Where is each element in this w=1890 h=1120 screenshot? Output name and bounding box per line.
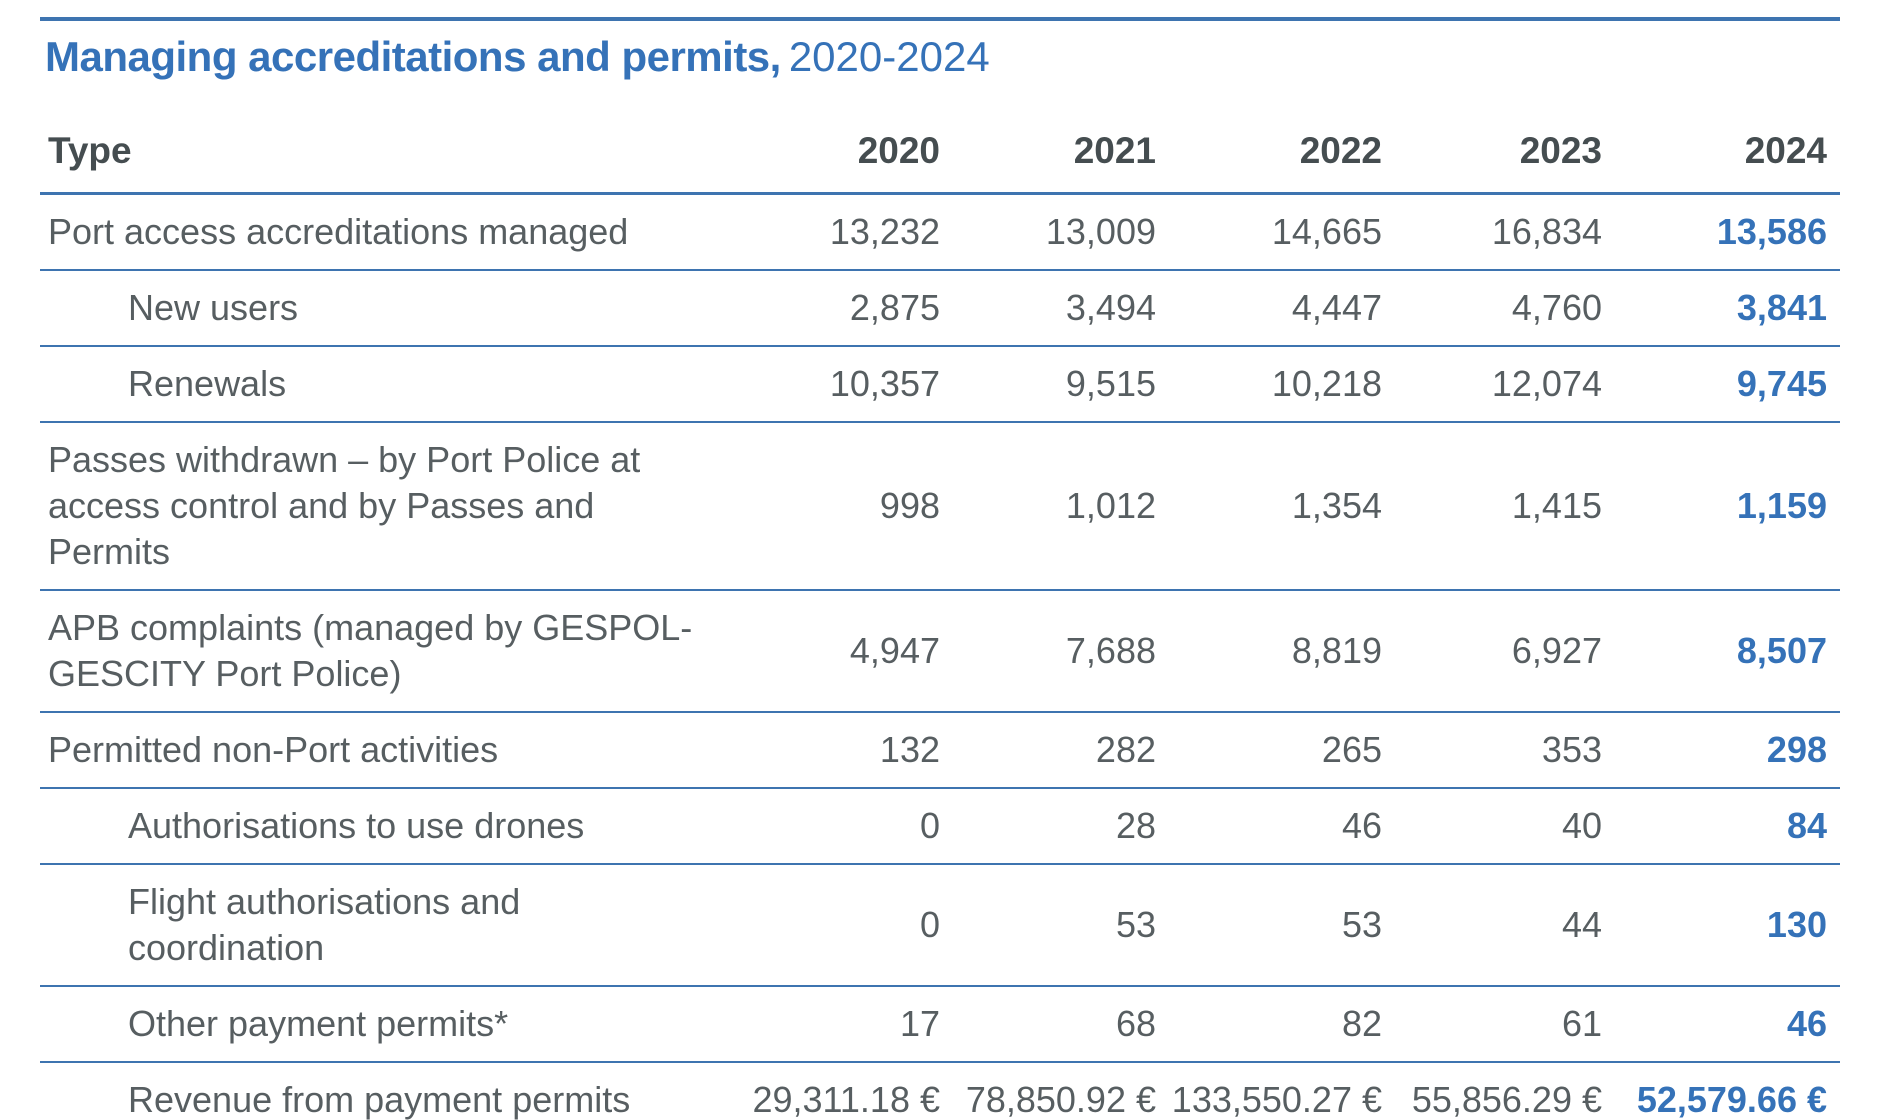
row-label: Passes withdrawn – by Port Police at acc…	[40, 422, 740, 591]
row-label: Renewals	[40, 346, 740, 423]
column-header-2023: 2023	[1382, 126, 1602, 195]
cell-2023: 6,927	[1382, 590, 1602, 713]
cell-2021: 68	[940, 986, 1156, 1063]
row-label: Permitted non-Port activities	[40, 712, 740, 789]
table-row-flight-authorisations: Flight authorisations and coordination 0…	[40, 864, 1840, 987]
page-title: Managing accreditations and permits, 2020…	[45, 30, 1890, 84]
cell-2020: 132	[740, 712, 940, 789]
cell-2022: 265	[1156, 712, 1382, 789]
table-row-port-access-accreditations: Port access accreditations managed 13,23…	[40, 193, 1840, 271]
cell-2023: 12,074	[1382, 346, 1602, 423]
cell-2024: 298	[1602, 712, 1840, 789]
table-header-row: Type 2020 2021 2022 2023 2024	[40, 126, 1840, 195]
cell-2024: 13,586	[1602, 193, 1840, 271]
column-header-2022: 2022	[1156, 126, 1382, 195]
cell-2021: 1,012	[940, 422, 1156, 591]
table-row-revenue-payment-permits: Revenue from payment permits 29,311.18 €…	[40, 1062, 1840, 1120]
cell-2023: 40	[1382, 788, 1602, 865]
cell-2021: 282	[940, 712, 1156, 789]
cell-2021: 9,515	[940, 346, 1156, 423]
column-header-type: Type	[40, 126, 740, 195]
cell-2024: 8,507	[1602, 590, 1840, 713]
cell-2024: 130	[1602, 864, 1840, 987]
cell-2023: 353	[1382, 712, 1602, 789]
cell-2024: 46	[1602, 986, 1840, 1063]
cell-2020: 10,357	[740, 346, 940, 423]
cell-2020: 13,232	[740, 193, 940, 271]
row-label: APB complaints (managed by GESPOL-GESCIT…	[40, 590, 740, 713]
table-row-permitted-non-port-activities: Permitted non-Port activities 132 282 26…	[40, 712, 1840, 789]
page-title-main: Managing accreditations and permits,	[45, 33, 781, 80]
column-header-2020: 2020	[740, 126, 940, 195]
cell-2022: 4,447	[1156, 270, 1382, 347]
cell-2020: 998	[740, 422, 940, 591]
cell-2020: 2,875	[740, 270, 940, 347]
cell-2023: 1,415	[1382, 422, 1602, 591]
cell-2020: 0	[740, 864, 940, 987]
row-label: New users	[40, 270, 740, 347]
cell-2024: 1,159	[1602, 422, 1840, 591]
cell-2023: 44	[1382, 864, 1602, 987]
cell-2023: 16,834	[1382, 193, 1602, 271]
cell-2022: 14,665	[1156, 193, 1382, 271]
cell-2023: 61	[1382, 986, 1602, 1063]
row-label: Flight authorisations and coordination	[40, 864, 740, 987]
cell-2021: 3,494	[940, 270, 1156, 347]
cell-2022: 53	[1156, 864, 1382, 987]
row-label: Other payment permits*	[40, 986, 740, 1063]
row-label: Authorisations to use drones	[40, 788, 740, 865]
cell-2021: 28	[940, 788, 1156, 865]
cell-2022: 133,550.27 €	[1156, 1062, 1382, 1120]
cell-2022: 1,354	[1156, 422, 1382, 591]
cell-2021: 53	[940, 864, 1156, 987]
cell-2021: 7,688	[940, 590, 1156, 713]
cell-2024: 9,745	[1602, 346, 1840, 423]
cell-2024: 52,579.66 €	[1602, 1062, 1840, 1120]
cell-2020: 0	[740, 788, 940, 865]
cell-2021: 13,009	[940, 193, 1156, 271]
cell-2024: 3,841	[1602, 270, 1840, 347]
page-title-period: 2020-2024	[788, 33, 990, 80]
accreditations-permits-table: Type 2020 2021 2022 2023 2024 Port acces…	[40, 126, 1840, 1120]
cell-2020: 29,311.18 €	[740, 1062, 940, 1120]
cell-2024: 84	[1602, 788, 1840, 865]
row-label: Revenue from payment permits	[40, 1062, 740, 1120]
cell-2022: 8,819	[1156, 590, 1382, 713]
cell-2022: 10,218	[1156, 346, 1382, 423]
table-row-new-users: New users 2,875 3,494 4,447 4,760 3,841	[40, 270, 1840, 347]
top-rule	[40, 17, 1840, 21]
cell-2020: 17	[740, 986, 940, 1063]
cell-2023: 4,760	[1382, 270, 1602, 347]
cell-2022: 82	[1156, 986, 1382, 1063]
row-label: Port access accreditations managed	[40, 193, 740, 271]
cell-2022: 46	[1156, 788, 1382, 865]
table-row-apb-complaints: APB complaints (managed by GESPOL-GESCIT…	[40, 590, 1840, 713]
cell-2023: 55,856.29 €	[1382, 1062, 1602, 1120]
table-row-drone-authorisations: Authorisations to use drones 0 28 46 40 …	[40, 788, 1840, 865]
table-row-renewals: Renewals 10,357 9,515 10,218 12,074 9,74…	[40, 346, 1840, 423]
column-header-2024: 2024	[1602, 126, 1840, 195]
table-row-passes-withdrawn: Passes withdrawn – by Port Police at acc…	[40, 422, 1840, 591]
cell-2020: 4,947	[740, 590, 940, 713]
column-header-2021: 2021	[940, 126, 1156, 195]
table-row-other-payment-permits: Other payment permits* 17 68 82 61 46	[40, 986, 1840, 1063]
cell-2021: 78,850.92 €	[940, 1062, 1156, 1120]
